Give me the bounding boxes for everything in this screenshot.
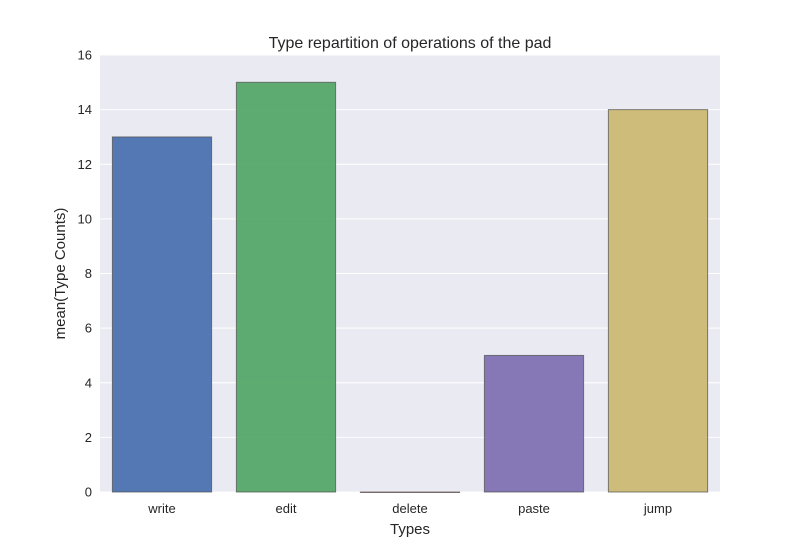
bar-edit [235,81,337,493]
bars [111,81,709,493]
x-axis-label: Types [390,521,430,538]
y-tick-label: 8 [85,266,92,281]
x-tick-label: delete [392,501,427,516]
y-axis-label: mean(Type Counts) [52,208,69,340]
bar-paste [483,354,585,493]
bar-jump [607,109,709,493]
y-tick-labels: 0 2 4 6 8 10 12 14 16 [78,48,92,500]
x-tick-label: write [147,501,175,516]
y-tick-label: 12 [78,157,92,172]
x-tick-labels: write edit delete paste jump [147,501,672,516]
y-tick-label: 0 [85,485,92,500]
y-tick-label: 2 [85,430,92,445]
y-tick-label: 4 [85,375,92,390]
bar-delete [359,491,461,493]
x-tick-label: edit [276,501,297,516]
x-tick-label: jump [643,501,672,516]
y-tick-label: 16 [78,48,92,63]
y-tick-label: 6 [85,321,92,336]
y-tick-label: 10 [78,211,92,226]
chart-title: Type repartition of operations of the pa… [269,35,552,52]
x-tick-label: paste [518,501,550,516]
bar-write [111,136,213,493]
y-tick-label: 14 [78,102,92,117]
